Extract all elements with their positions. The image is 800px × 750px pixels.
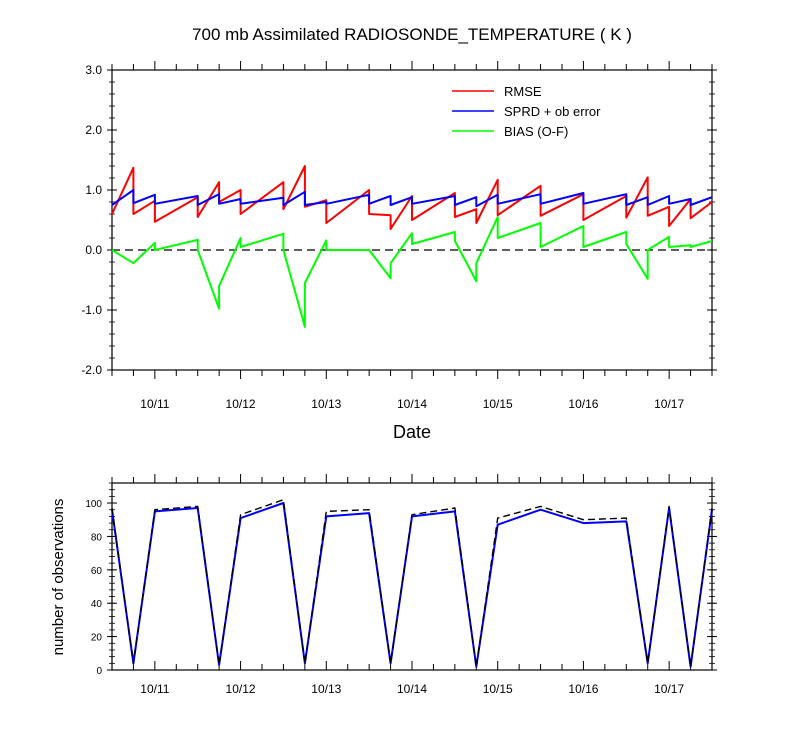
y-tick-label: 3.0 <box>85 63 102 77</box>
x-tick-label: 10/15 <box>483 397 513 411</box>
y-tick-label: 20 <box>91 633 103 644</box>
y-tick-label: -2.0 <box>81 363 102 377</box>
x-tick-label: 10/17 <box>654 397 684 411</box>
x-tick-label: 10/16 <box>568 397 598 411</box>
top-chart: 10/11 10/12 10/13 10/14 10/15 10/16 10/17 3.0 2.… <box>81 61 717 411</box>
x-tick-label: 10/13 <box>311 682 341 696</box>
y-tick-label: 0 <box>96 666 102 677</box>
plot-frame <box>111 482 713 671</box>
x-tick-label: 10/15 <box>483 682 513 696</box>
series-line-bias-o-f <box>111 216 713 328</box>
y-axis-label-observations: number of observations <box>50 499 67 656</box>
bottom-chart: 10/11 10/12 10/13 10/14 10/15 10/16 10/17 0 20 40… <box>85 474 717 696</box>
x-tick-label: 10/17 <box>654 682 684 696</box>
y-tick-label: 1.0 <box>85 183 102 197</box>
x-axis-label: Date <box>393 422 431 442</box>
y-tick-label: 2.0 <box>85 123 102 137</box>
x-tick-label: 10/12 <box>226 397 256 411</box>
x-tick-label: 10/11 <box>140 397 169 411</box>
x-tick-label: 10/14 <box>397 397 427 411</box>
chart-title: 700 mb Assimilated RADIOSONDE_TEMPERATUR… <box>192 25 632 44</box>
y-tick-label: 40 <box>91 599 103 610</box>
y-tick-label: 100 <box>85 499 102 510</box>
legend-label: SPRD + ob error <box>504 104 601 119</box>
legend-label: RMSE <box>504 84 542 99</box>
x-tick-label: 10/11 <box>140 682 169 696</box>
x-tick-label: 10/14 <box>397 682 427 696</box>
x-tick-label: 10/16 <box>568 682 598 696</box>
y-tick-label: 80 <box>91 532 103 543</box>
y-tick-label: 60 <box>91 566 103 577</box>
series-line-rmse <box>111 165 713 230</box>
legend-label: BIAS (O-F) <box>504 124 568 139</box>
series-line-possible <box>111 499 713 668</box>
x-tick-label: 10/13 <box>311 397 341 411</box>
y-tick-label: 0.0 <box>85 243 102 257</box>
series-line-sprd-ob-error <box>111 189 713 208</box>
series-line-assimilated <box>111 502 713 668</box>
x-tick-label: 10/12 <box>226 682 256 696</box>
y-tick-label: -1.0 <box>81 303 102 317</box>
